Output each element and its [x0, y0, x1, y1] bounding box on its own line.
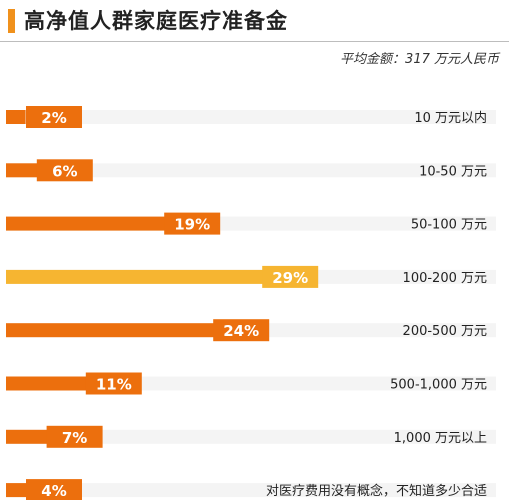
bar [6, 269, 291, 284]
bar-value-label: 24% [223, 322, 259, 340]
chart-header: 高净值人群家庭医疗准备金 [0, 0, 509, 42]
title-divider [0, 41, 509, 42]
bar-value-box [36, 159, 93, 182]
bar-track [6, 429, 496, 444]
bar-value-label: 29% [272, 269, 308, 287]
bar-value-box [26, 479, 82, 500]
bar-track [6, 110, 496, 124]
bar-value-box [262, 265, 319, 288]
bar-value-box [26, 106, 82, 128]
title-accent-bar [8, 9, 15, 33]
bar [6, 110, 26, 124]
bar-value-box [46, 425, 103, 448]
category-label: 200-500 万元 [403, 324, 487, 339]
bar-value-label: 2% [41, 109, 66, 127]
bar-value-label: 19% [174, 216, 210, 234]
bar-value-box [85, 372, 142, 395]
category-label: 10-50 万元 [419, 164, 487, 179]
chart-subtitle: 平均金额：317 万元人民币 [340, 52, 499, 67]
category-label: 100-200 万元 [403, 271, 487, 286]
chart-title: 高净值人群家庭医疗准备金 [24, 8, 288, 33]
bar-value-label: 7% [62, 429, 87, 447]
bar-value-label: 4% [41, 482, 66, 500]
bar-value-label: 11% [96, 376, 132, 394]
category-label: 对医疗费用没有概念，不知道多少合适 [266, 483, 487, 499]
bar-value-label: 6% [52, 162, 77, 180]
bar-track [6, 163, 496, 178]
bar-track [6, 483, 496, 498]
category-label: 500-1,000 万元 [390, 378, 487, 393]
bar [6, 216, 193, 231]
category-label: 10 万元以内 [414, 110, 487, 126]
category-label: 50-100 万元 [411, 218, 487, 233]
bar-value-box [213, 319, 270, 342]
category-label: 1,000 万元以上 [394, 431, 487, 446]
bar [6, 323, 242, 338]
bar-value-box [164, 212, 221, 235]
